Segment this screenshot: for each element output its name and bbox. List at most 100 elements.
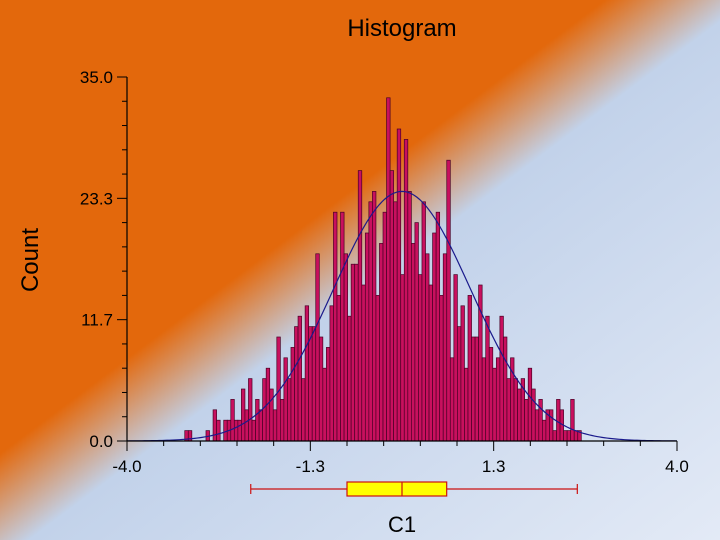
histogram-bar xyxy=(411,243,416,442)
histogram-bar xyxy=(244,409,249,442)
histogram-bar xyxy=(407,191,412,442)
histogram-bar xyxy=(382,211,387,442)
histogram-bar xyxy=(471,336,476,442)
histogram-bar xyxy=(255,399,260,442)
y-tick-label: 0.0 xyxy=(89,432,113,451)
histogram-bar xyxy=(301,378,306,442)
histogram-bar xyxy=(442,253,448,442)
histogram-bar xyxy=(566,430,572,442)
x-axis-label: C1 xyxy=(388,512,416,537)
histogram-bar xyxy=(474,336,479,442)
histogram-bar xyxy=(446,159,451,442)
histogram-bar xyxy=(563,430,568,442)
histogram-bar xyxy=(541,419,547,442)
histogram-bar xyxy=(428,284,433,442)
histogram-bar xyxy=(379,243,384,442)
histogram-bar xyxy=(524,399,529,442)
histogram-bar xyxy=(421,201,426,442)
histogram-bar xyxy=(396,128,402,442)
x-tick-label: -4.0 xyxy=(112,457,141,476)
histogram-bar xyxy=(393,201,398,442)
histogram-bar xyxy=(340,211,345,442)
histogram-bar xyxy=(400,274,405,442)
histogram-bar xyxy=(272,409,278,442)
histogram-bar xyxy=(329,305,334,442)
histogram-bar xyxy=(527,367,533,442)
histogram-bar xyxy=(573,430,579,442)
x-tick-label: -1.3 xyxy=(296,457,325,476)
histogram-bar xyxy=(212,409,217,442)
histogram-bar xyxy=(513,378,518,442)
histogram-bar xyxy=(233,419,239,442)
histogram-bar xyxy=(361,284,366,442)
histogram-bar xyxy=(432,232,437,442)
histogram-bar xyxy=(492,367,497,442)
histogram-bar xyxy=(297,315,302,442)
histogram-bar xyxy=(503,336,508,442)
histogram-bar xyxy=(453,274,458,442)
histogram-bar xyxy=(403,139,409,442)
x-ticks: -4.0 -1.3 1.3 4.0 xyxy=(112,441,689,476)
histogram-bar xyxy=(283,357,288,442)
chart-title: Histogram xyxy=(347,15,456,42)
histogram-bar xyxy=(308,326,313,442)
boxplot-box xyxy=(346,481,448,497)
histogram-bar xyxy=(549,409,554,442)
histogram-bar xyxy=(304,305,310,442)
histogram-bar xyxy=(364,232,370,442)
histogram-bar xyxy=(350,263,356,442)
histogram-bar xyxy=(517,388,522,442)
histogram-bar xyxy=(290,347,295,442)
histogram-bar xyxy=(322,367,327,442)
histogram-bar xyxy=(354,263,359,442)
histogram-bar xyxy=(241,388,246,442)
histogram-bar xyxy=(481,357,487,442)
histogram-bar xyxy=(499,315,504,442)
histogram-bar xyxy=(538,399,543,442)
histogram-bar xyxy=(269,388,274,442)
histogram-bar xyxy=(449,357,455,442)
histogram-bar xyxy=(280,399,285,442)
histogram-bar xyxy=(347,315,352,442)
histogram-bar xyxy=(435,211,441,442)
histogram-bar xyxy=(460,305,465,442)
normal-fit-curve xyxy=(126,190,678,442)
axes xyxy=(126,77,677,442)
histogram-bar xyxy=(333,211,338,442)
histogram-bar xyxy=(506,378,511,442)
histogram-bar xyxy=(357,170,363,442)
histogram-bar xyxy=(534,409,540,442)
histogram-bar xyxy=(237,419,242,442)
histogram-bar xyxy=(570,399,575,442)
histogram-bar xyxy=(488,347,494,442)
histogram-bar xyxy=(386,97,391,442)
histogram-bar xyxy=(425,253,430,442)
histogram-bar xyxy=(262,378,267,442)
histogram-bar xyxy=(418,274,423,442)
y-ticks: 0.0 11.7 23.3 35.0 xyxy=(80,68,127,451)
histogram-bar xyxy=(230,399,235,442)
histogram-bar xyxy=(372,191,377,442)
y-tick-label: 35.0 xyxy=(80,68,113,87)
histogram-bar xyxy=(343,253,348,442)
histogram-bar xyxy=(326,347,331,442)
histogram-bar xyxy=(315,253,320,442)
histogram-bar xyxy=(248,378,253,442)
histogram-bar xyxy=(531,388,536,442)
histogram-bar xyxy=(318,336,324,442)
histogram-bar xyxy=(389,170,394,442)
box-plot xyxy=(250,481,578,497)
histogram-bar xyxy=(287,378,292,442)
x-tick-label: 4.0 xyxy=(665,457,689,476)
histogram-bar xyxy=(457,326,462,442)
histogram-bar xyxy=(495,357,501,442)
y-tick-label: 11.7 xyxy=(81,311,113,330)
histogram-bar xyxy=(414,222,419,442)
histogram-bar xyxy=(336,295,341,442)
histogram-bar xyxy=(251,419,256,442)
y-axis-label: Count xyxy=(17,228,44,292)
histogram-bar xyxy=(223,419,228,442)
x-tick-label: 1.3 xyxy=(482,457,506,476)
y-tick-label: 23.3 xyxy=(80,189,113,208)
